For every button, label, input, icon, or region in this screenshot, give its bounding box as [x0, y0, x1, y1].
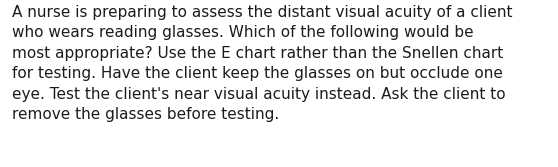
- Text: A nurse is preparing to assess the distant visual acuity of a client
who wears r: A nurse is preparing to assess the dista…: [12, 5, 513, 122]
